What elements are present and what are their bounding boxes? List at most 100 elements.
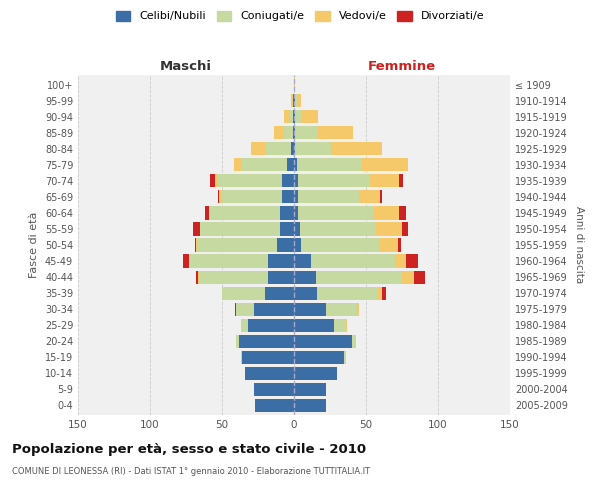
Bar — [268, 270, 294, 283]
Bar — [294, 302, 326, 316]
Bar — [183, 254, 189, 268]
Bar — [294, 222, 300, 235]
Bar — [294, 126, 295, 140]
Bar — [235, 302, 236, 316]
Bar — [294, 399, 326, 412]
Bar — [294, 110, 295, 124]
Bar — [413, 270, 425, 283]
Bar — [280, 206, 294, 220]
Bar — [295, 110, 301, 124]
Bar — [193, 222, 200, 235]
Bar — [402, 222, 408, 235]
Bar — [297, 158, 362, 172]
Bar — [274, 126, 284, 140]
Bar — [241, 158, 287, 172]
Bar — [200, 222, 280, 235]
Bar — [295, 126, 317, 140]
Bar — [301, 238, 380, 252]
Bar — [317, 286, 377, 300]
Bar — [236, 302, 254, 316]
Bar — [376, 222, 402, 235]
Text: Popolazione per età, sesso e stato civile - 2010: Popolazione per età, sesso e stato civil… — [12, 442, 366, 456]
Bar — [251, 142, 265, 156]
Bar — [284, 126, 293, 140]
Bar — [265, 142, 291, 156]
Bar — [300, 222, 376, 235]
Bar — [298, 190, 359, 203]
Bar — [218, 190, 219, 203]
Bar — [219, 190, 222, 203]
Bar — [255, 399, 294, 412]
Bar — [316, 270, 402, 283]
Bar — [294, 366, 337, 380]
Bar — [211, 174, 215, 188]
Bar — [242, 350, 294, 364]
Bar — [297, 94, 301, 107]
Bar — [196, 238, 197, 252]
Bar — [280, 222, 294, 235]
Bar — [295, 142, 331, 156]
Bar — [241, 318, 248, 332]
Bar — [399, 174, 403, 188]
Bar — [222, 190, 283, 203]
Bar — [265, 286, 294, 300]
Bar — [377, 286, 382, 300]
Bar — [358, 302, 359, 316]
Bar — [277, 238, 294, 252]
Bar — [395, 254, 406, 268]
Bar — [406, 254, 418, 268]
Bar — [236, 334, 239, 348]
Text: COMUNE DI LEONESSA (RI) - Dati ISTAT 1° gennaio 2010 - Elaborazione TUTTITALIA.I: COMUNE DI LEONESSA (RI) - Dati ISTAT 1° … — [12, 468, 370, 476]
Bar — [189, 254, 268, 268]
Bar — [215, 174, 218, 188]
Bar — [294, 78, 295, 91]
Bar — [254, 383, 294, 396]
Bar — [399, 206, 406, 220]
Bar — [254, 302, 294, 316]
Bar — [199, 270, 268, 283]
Bar — [294, 206, 298, 220]
Bar — [294, 318, 334, 332]
Bar — [352, 334, 356, 348]
Y-axis label: Fasce di età: Fasce di età — [29, 212, 39, 278]
Bar — [346, 318, 347, 332]
Bar — [205, 206, 209, 220]
Bar — [294, 350, 344, 364]
Bar — [291, 94, 293, 107]
Text: Femmine: Femmine — [368, 60, 436, 74]
Bar — [294, 238, 301, 252]
Bar — [248, 318, 294, 332]
Bar — [294, 158, 297, 172]
Bar — [326, 302, 358, 316]
Bar — [291, 142, 294, 156]
Bar — [294, 94, 295, 107]
Bar — [359, 190, 380, 203]
Bar — [283, 174, 294, 188]
Bar — [344, 350, 346, 364]
Bar — [197, 270, 199, 283]
Bar — [197, 238, 277, 252]
Bar — [241, 350, 242, 364]
Bar — [317, 126, 353, 140]
Bar — [209, 206, 211, 220]
Bar — [402, 270, 413, 283]
Bar — [298, 174, 370, 188]
Bar — [398, 238, 401, 252]
Bar — [287, 158, 294, 172]
Bar — [194, 238, 196, 252]
Bar — [211, 206, 280, 220]
Bar — [362, 158, 408, 172]
Bar — [293, 110, 294, 124]
Bar — [373, 206, 399, 220]
Bar — [301, 110, 319, 124]
Bar — [294, 190, 298, 203]
Text: Maschi: Maschi — [160, 60, 212, 74]
Bar — [284, 110, 290, 124]
Bar — [233, 158, 241, 172]
Bar — [245, 366, 294, 380]
Bar — [294, 142, 295, 156]
Bar — [311, 254, 395, 268]
Bar — [293, 126, 294, 140]
Bar — [294, 383, 326, 396]
Bar — [380, 238, 398, 252]
